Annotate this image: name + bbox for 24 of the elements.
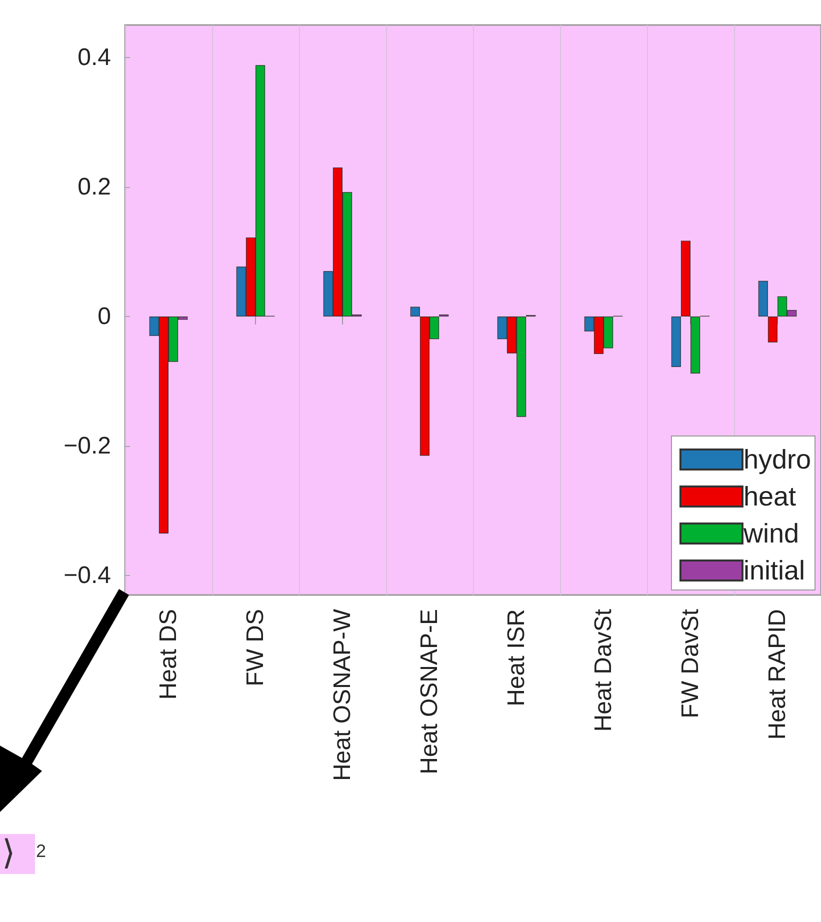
x-tick-label: FW DavSt [677, 608, 704, 718]
bar [690, 316, 700, 374]
x-tick-label: Heat DavSt [590, 608, 617, 732]
x-tick-label: Heat DS [155, 609, 182, 700]
bar [680, 240, 690, 316]
y-tick-label: −0.4 [64, 562, 111, 590]
bar [671, 316, 681, 367]
bar [768, 316, 778, 342]
y-tick-label: −0.2 [64, 432, 111, 460]
legend-label: heat [743, 482, 797, 512]
text: ⟩2 [2, 834, 46, 872]
x-tick-label: FW DS [242, 609, 269, 686]
legend-label: hydro [743, 444, 812, 474]
x-tick-label: Heat RAPID [764, 609, 791, 740]
y-tick-label: 0.2 [78, 173, 111, 200]
x-tick-label: Heat OSNAP-E [416, 609, 443, 774]
x-tick-label: Heat OSNAP-W [329, 608, 356, 782]
y-tick-label: 0.4 [78, 44, 111, 71]
bar [758, 280, 768, 316]
legend-label: initial [743, 556, 805, 586]
legend-label: wind [742, 518, 799, 548]
bar [410, 306, 420, 316]
y-tick-label: 0 [98, 302, 111, 330]
x-tick-label: Heat ISR [503, 609, 530, 706]
